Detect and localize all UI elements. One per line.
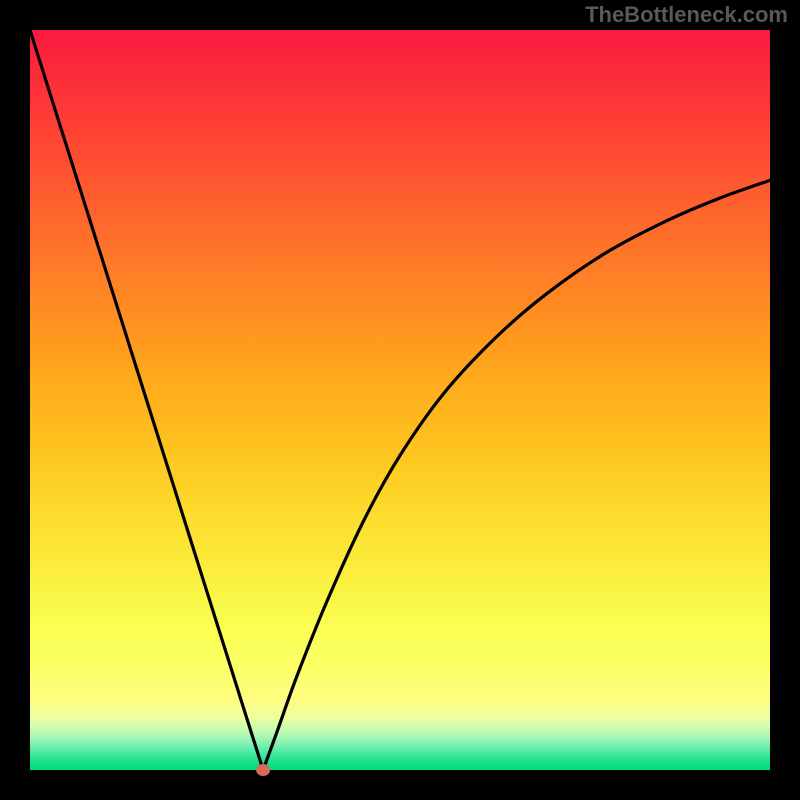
chart-plot-area xyxy=(30,30,770,770)
bottleneck-curve-chart xyxy=(0,0,800,800)
watermark-text: TheBottleneck.com xyxy=(585,2,788,28)
chart-frame: { "meta": { "watermark": "TheBottleneck.… xyxy=(0,0,800,800)
optimum-marker xyxy=(256,764,270,776)
